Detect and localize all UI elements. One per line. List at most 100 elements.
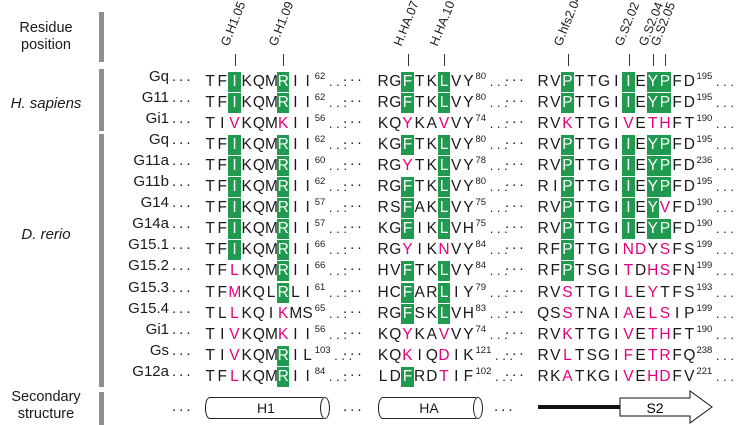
residue-number: 84 [475, 239, 487, 251]
residue: M [264, 157, 278, 175]
residue: C [389, 283, 401, 301]
residue: T [574, 367, 585, 385]
sequence-block: RGF T K L V Y 80 . . . [377, 67, 508, 92]
residue: I [220, 325, 225, 343]
residue: Y [463, 94, 474, 112]
gap-dots: ... [343, 68, 365, 85]
residue-number: 221 [696, 365, 713, 377]
residue: P [561, 177, 574, 198]
residue: R [537, 346, 549, 364]
residue: Q [252, 136, 265, 154]
residue: Q [683, 346, 696, 364]
residue: I [614, 199, 619, 217]
residue: P [658, 219, 672, 240]
trailing-dots: . . . [491, 368, 514, 384]
residue-number: 80 [475, 176, 487, 188]
trailing-dots: . . . [486, 74, 508, 89]
residue: I [305, 220, 310, 238]
residue: I [614, 73, 619, 90]
residue: M [264, 199, 278, 217]
position-label: H.HA.10 [427, 0, 458, 48]
residue: G [598, 346, 611, 364]
residue: I [293, 220, 298, 238]
sequence-name: G11b [133, 173, 169, 191]
residue: I [614, 262, 619, 280]
residue: L [437, 72, 451, 92]
residue: F [217, 73, 228, 90]
trailing-dots: . . . [486, 179, 508, 195]
residue: F [672, 94, 682, 112]
residue: P [561, 135, 574, 156]
residue: I [614, 115, 619, 133]
residue: P [561, 93, 574, 114]
residue: I [614, 283, 619, 301]
residue: K [241, 325, 252, 343]
residue: R [277, 177, 290, 198]
residue: K [241, 304, 252, 322]
residue: T [205, 115, 215, 133]
residue: A [623, 304, 634, 322]
gap-dots: ... [172, 341, 194, 359]
residue: F [672, 157, 682, 175]
sequence-block: RGF S K L VH 83 . . . [377, 299, 508, 324]
residue: Y [463, 283, 474, 301]
sequence-block: T F I KQMR I I 66 . . . [204, 235, 347, 261]
residue: Q [252, 178, 265, 196]
trailing-dots: . . . [712, 263, 734, 279]
residue: G [598, 73, 611, 90]
residue: D [683, 178, 695, 196]
residue: I [622, 72, 635, 92]
residue: F [672, 346, 682, 364]
residue: V [550, 157, 561, 175]
residue: T [587, 199, 597, 217]
residue: V [550, 136, 561, 154]
residue: K [241, 283, 252, 301]
residue: T [414, 157, 425, 175]
residue: F [672, 115, 682, 133]
residue: K [241, 178, 252, 196]
residue: Q [252, 367, 265, 385]
residue: Q [252, 115, 265, 133]
residue-number: 190 [696, 218, 713, 230]
trailing-dots: . . . [491, 347, 514, 363]
residue: Q [252, 241, 265, 259]
residue: R [277, 219, 290, 240]
sequence-block: T F I KQMR I I 57 . . . [204, 193, 347, 219]
residue: F [401, 135, 414, 156]
trailing-dots: . . . [712, 221, 734, 237]
residue: L [378, 367, 388, 385]
residue: Q [252, 157, 265, 175]
residue: G [598, 94, 611, 112]
sequence-block: T F I KQMR I I 62 . . . [204, 130, 347, 156]
residue: T [648, 115, 658, 133]
residue: K [586, 367, 598, 385]
residue-number: 62 [314, 71, 326, 82]
residue: Q [389, 346, 402, 364]
strand-label: S2 [646, 400, 663, 416]
residue: M [264, 136, 278, 154]
sequence-name: G12a [132, 362, 169, 380]
sequence-name: Gi1 [145, 320, 169, 338]
residue: Q [252, 73, 265, 90]
residue: R [537, 220, 549, 238]
residue: E [635, 157, 646, 175]
residue-number: 66 [314, 260, 326, 272]
residue: K [562, 325, 573, 343]
residue: K [241, 241, 252, 259]
residue: S [550, 304, 561, 322]
residue: E [635, 199, 646, 217]
position-label: G.hfs2.04 [550, 0, 584, 49]
residue: V [229, 115, 240, 133]
residue: P [658, 156, 672, 177]
gap-dots: ... [505, 320, 527, 338]
residue-number: 195 [696, 134, 713, 146]
gap-dots: ... [172, 68, 194, 85]
residue: T [684, 115, 695, 133]
secondary-bar [99, 392, 104, 425]
residue: I [293, 73, 298, 90]
residue: I [228, 72, 241, 92]
residue: Y [646, 177, 659, 198]
trailing-dots: . . . [325, 95, 347, 111]
residue-number: 65 [314, 302, 326, 314]
gap-dots: ... [172, 215, 194, 233]
